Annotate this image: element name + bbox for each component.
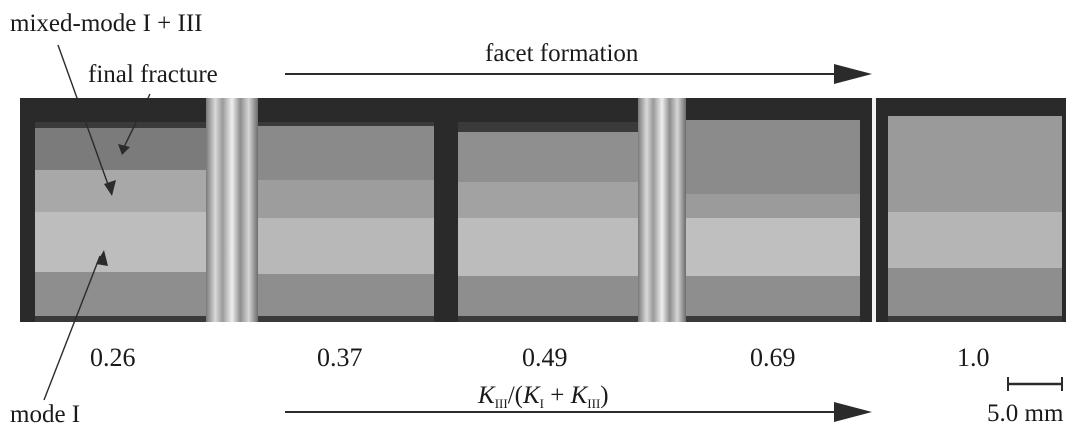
specimen-panel-3	[458, 122, 638, 322]
fixture-clamp-left	[206, 98, 258, 322]
final-fracture-arrow-head	[118, 144, 130, 155]
fracture-surface-photo	[20, 98, 1066, 322]
ratio-label-4: 0.69	[750, 343, 796, 372]
mode-one-arrow-head	[96, 250, 108, 266]
label-facet-formation: facet formation	[485, 40, 639, 67]
facet-formation-arrow-head	[834, 64, 872, 84]
mixed-mode-arrow-head	[104, 180, 116, 196]
specimen-panel-5	[888, 116, 1062, 322]
ratio-label-5: 1.0	[957, 343, 990, 372]
ratio-label-3: 0.49	[522, 343, 568, 372]
fixture-clamp-right	[638, 98, 686, 322]
specimen-panel-1	[35, 122, 213, 322]
label-mode-one: mode I	[10, 401, 81, 428]
specimen-panel-2	[258, 122, 434, 322]
panel-divider	[872, 98, 876, 322]
mode-one-pointer	[43, 255, 101, 401]
specimen-panel-4	[686, 120, 860, 322]
label-final-fracture: final fracture	[88, 61, 218, 88]
ratio-label-2: 0.37	[317, 343, 363, 372]
ratio-label-1: 0.26	[90, 343, 136, 372]
ratio-arrow-head	[834, 402, 872, 422]
final-fracture-pointer	[123, 93, 151, 148]
scale-bar-label: 5.0 mm	[987, 400, 1064, 427]
label-mixed-mode: mixed-mode I + III	[10, 10, 203, 37]
mixed-mode-pointer	[57, 44, 111, 191]
stress-intensity-ratio-label: KIII/(KI + KIII)	[478, 382, 609, 411]
